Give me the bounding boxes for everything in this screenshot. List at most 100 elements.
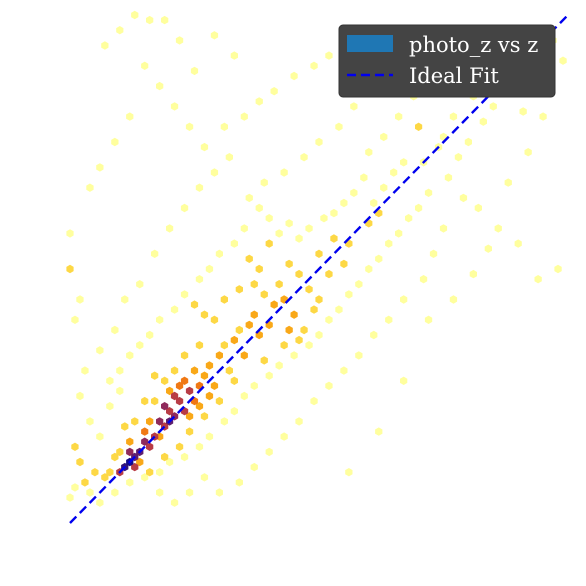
hexbin-cell: [175, 442, 184, 451]
hexbin-cell: [131, 417, 139, 426]
hexbin-cell: [170, 391, 179, 401]
hexbin-cell: [230, 51, 238, 60]
hexbin-cell: [210, 31, 219, 40]
hexbin-cell: [190, 366, 199, 375]
hexbin-cell: [111, 137, 119, 147]
hexbin-cell: [180, 290, 189, 299]
hexbin-cell: [141, 473, 149, 482]
hexbin-cell: [156, 417, 164, 426]
hexbin-cell: [444, 173, 453, 182]
hexbin-cell: [185, 386, 194, 396]
hexbin-cell: [290, 310, 298, 319]
hexbin-cell: [166, 224, 174, 233]
hexbin-cell: [375, 254, 383, 263]
hexbin-cell: [315, 295, 323, 304]
hexbin-cell: [350, 188, 358, 197]
hexbin-cell: [464, 137, 472, 147]
hexbin-cell: [494, 224, 502, 233]
hexbin-cell: [325, 381, 333, 390]
hexbin-cell: [365, 264, 373, 274]
hexbin-cell: [200, 371, 209, 380]
hexbin-cell: [136, 457, 144, 467]
hexbin-cell: [175, 396, 184, 406]
hexbin-cell: [210, 381, 219, 390]
hexbin-cell: [370, 330, 378, 340]
hexbin-cell: [419, 275, 428, 284]
hexbin-cell: [71, 442, 79, 451]
hexbin-cell: [275, 280, 283, 289]
hexbin-cell: [265, 239, 273, 248]
hexbin-cell: [250, 280, 258, 289]
hexbin-cell: [305, 285, 313, 294]
hexbin-cell: [205, 264, 214, 274]
hexbin-cell: [220, 295, 228, 304]
hexbin-cell: [325, 315, 333, 324]
hexbin-cell: [71, 315, 79, 324]
hexbin-cell: [325, 51, 333, 60]
hexbin-cell: [180, 376, 189, 385]
hexbin-cell: [429, 249, 438, 258]
hexbin-cell: [141, 437, 149, 446]
hexbin-cell: [156, 81, 164, 91]
hexbin-cell: [474, 203, 482, 213]
hexbin-cell: [255, 203, 263, 213]
hexbin-cell: [141, 427, 149, 436]
hexbin-cell: [225, 366, 233, 375]
hexbin-cell: [439, 224, 448, 233]
hexbin-cell: [255, 97, 263, 106]
hexbin-cell: [424, 315, 433, 324]
hexbin-cell: [539, 112, 547, 121]
hexbin-cell: [514, 239, 522, 248]
hexbin-cell: [390, 168, 398, 177]
hexbin-cell: [76, 391, 84, 401]
hexbin-cell: [265, 371, 273, 380]
hexbin-cell: [96, 432, 104, 441]
hexbin-cell: [146, 417, 154, 426]
hexbin-cell: [280, 341, 288, 350]
hexbin-cell: [240, 391, 248, 401]
hexbin-cell: [489, 102, 497, 111]
hexbin-cell: [285, 219, 293, 228]
hexbin-cell: [151, 371, 159, 380]
hexbin-cell: [166, 457, 174, 467]
hexbin-cell: [325, 269, 333, 279]
hexbin-cell: [265, 214, 273, 223]
hexbin-cell: [380, 183, 388, 192]
hexbin-cell: [195, 275, 204, 284]
hexbin-cell: [180, 351, 189, 360]
hexbin-cell: [66, 493, 74, 502]
hexbin-cell: [161, 452, 169, 462]
hexbin-cell: [86, 417, 94, 426]
hexbin-cell: [220, 122, 228, 131]
hexbin-cell: [290, 351, 298, 360]
hexbin-cell: [220, 417, 228, 426]
legend-label-photo-z: photo_z vs z: [409, 33, 538, 57]
hexbin-cell: [400, 376, 408, 385]
hexbin-cell: [370, 198, 378, 208]
hexbin-cell: [534, 275, 542, 284]
hexbin-cell: [554, 264, 562, 274]
hexbin-cell: [449, 112, 458, 121]
hexbin-cell: [185, 122, 194, 131]
hexbin-cell: [519, 107, 527, 116]
hexbin-cell: [180, 203, 189, 213]
hexbin-cell: [151, 396, 159, 406]
hexbin-cell: [345, 290, 353, 299]
hexbin-cell: [121, 295, 129, 304]
hexbin-cell: [215, 249, 223, 258]
hexbin-cell: [395, 229, 403, 238]
hexbin-cell: [195, 442, 204, 451]
hexbin-cell: [96, 163, 104, 172]
hexbin-cell: [335, 122, 343, 131]
hexbin-cell: [479, 117, 487, 126]
hexbin-cell: [360, 173, 368, 182]
hexbin-cell: [340, 198, 348, 208]
hexbin-cell: [310, 61, 318, 70]
hexbin-cell: [210, 315, 219, 324]
hexbin-cell: [260, 178, 268, 187]
hexbin-cell: [210, 168, 219, 177]
hexbin-cell: [170, 498, 179, 507]
hexbin-cell: [111, 452, 119, 462]
hexbin-cell: [305, 341, 313, 350]
